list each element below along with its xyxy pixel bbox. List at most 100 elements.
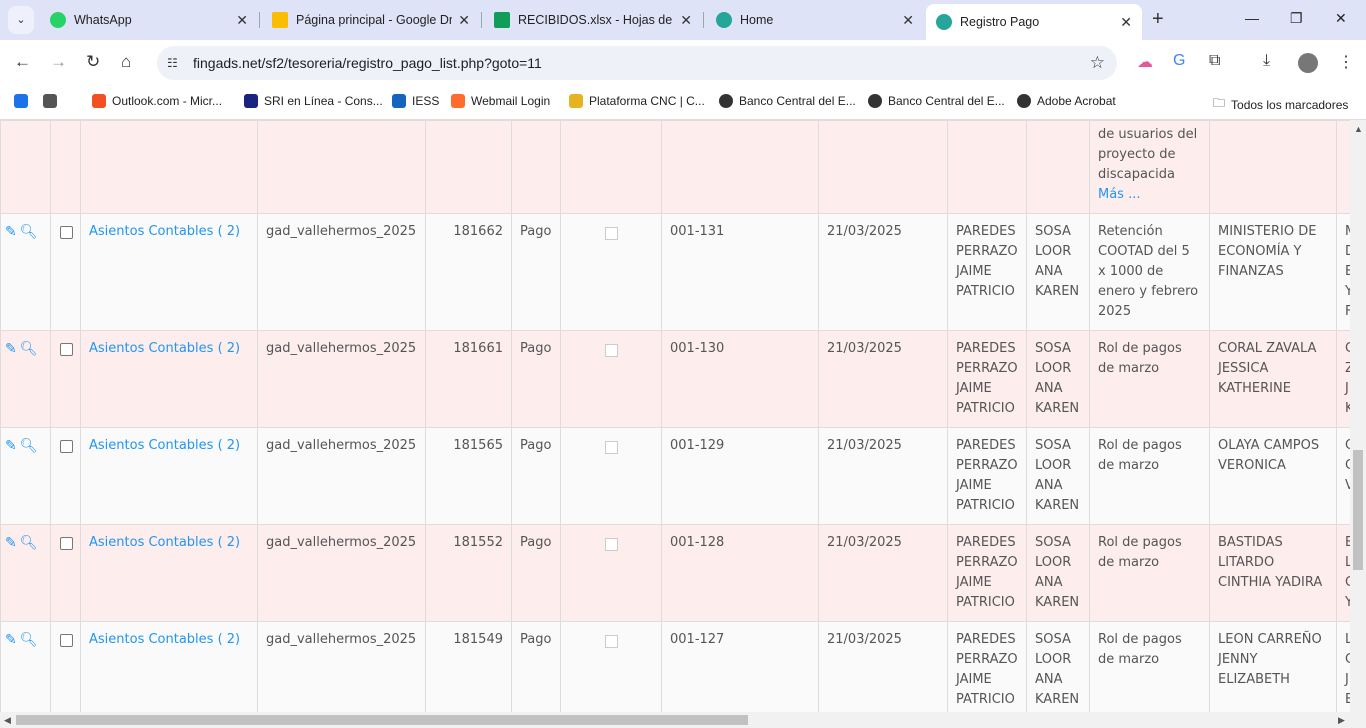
search-icon[interactable]: 🔍︎ bbox=[19, 438, 38, 454]
user1-cell: PAREDES PERRAZO JAIME PATRICIO bbox=[947, 524, 1027, 622]
close-window-button[interactable]: ✕ bbox=[1335, 10, 1347, 26]
type-cell: Pago bbox=[511, 330, 561, 428]
number-cell: 001-129 bbox=[661, 427, 819, 525]
maximize-button[interactable]: ❐ bbox=[1290, 10, 1303, 26]
extension-icon[interactable]: ☁ bbox=[1137, 54, 1153, 71]
id-cell: 181552 bbox=[425, 524, 512, 622]
cnc-icon bbox=[569, 94, 583, 108]
app-icon bbox=[716, 12, 732, 28]
site-info-icon[interactable]: ☷ bbox=[167, 56, 178, 70]
asientos-link[interactable]: Asientos Contables ( 2) bbox=[89, 341, 241, 356]
search-icon[interactable]: 🔍︎ bbox=[19, 535, 38, 551]
user2-cell: SOSA LOOR ANA KAREN bbox=[1026, 213, 1090, 331]
bookmark-item[interactable]: Banco Central del E... bbox=[868, 94, 1005, 108]
close-icon[interactable]: ✕ bbox=[458, 11, 470, 28]
bookmark-item[interactable]: SRI en Línea - Cons... bbox=[244, 94, 383, 108]
close-icon[interactable]: ✕ bbox=[236, 11, 248, 28]
search-icon[interactable]: 🔍︎ bbox=[19, 632, 38, 648]
close-icon[interactable]: ✕ bbox=[680, 11, 692, 28]
menu-icon[interactable]: ⋮ bbox=[1338, 54, 1354, 71]
bookmark-item[interactable]: Adobe Acrobat bbox=[1017, 94, 1116, 108]
all-bookmarks[interactable]: 🗀 Todos los marcadores bbox=[1213, 94, 1348, 115]
vertical-scrollbar[interactable]: ▲ bbox=[1350, 120, 1366, 712]
table-row: ✎ 🔍︎ Asientos Contables ( 2) gad_vallehermo… bbox=[0, 621, 1350, 712]
id-cell: 181662 bbox=[425, 213, 512, 331]
row-checkbox[interactable] bbox=[60, 537, 73, 550]
minimize-button[interactable]: — bbox=[1245, 10, 1259, 26]
bookmark-item[interactable]: Outlook.com - Micr... bbox=[92, 94, 222, 108]
number-cell: 001-130 bbox=[661, 330, 819, 428]
edit-icon[interactable]: ✎ bbox=[5, 632, 17, 648]
row-checkbox[interactable] bbox=[60, 343, 73, 356]
search-icon[interactable]: 🔍︎ bbox=[19, 224, 38, 240]
bookmark-item[interactable]: Webmail Login bbox=[451, 94, 550, 108]
sheets-icon bbox=[494, 12, 510, 28]
home-button[interactable]: ⌂ bbox=[121, 52, 132, 71]
type-cell: Pago bbox=[511, 621, 561, 712]
asientos-link[interactable]: Asientos Contables ( 2) bbox=[89, 632, 241, 647]
description-cell: Retención COOTAD del 5 x 1000 de enero y… bbox=[1089, 213, 1210, 331]
bookmark-star-icon[interactable]: ☆ bbox=[1089, 53, 1105, 72]
table-row: ✎ 🔍︎ Asientos Contables ( 2) gad_vallehermo… bbox=[0, 213, 1350, 331]
address-bar[interactable]: ☷ fingads.net/sf2/tesoreria/registro_pag… bbox=[157, 46, 1117, 80]
asientos-link[interactable]: Asientos Contables ( 2) bbox=[89, 224, 241, 239]
app-icon[interactable] bbox=[14, 94, 28, 108]
row-checkbox[interactable] bbox=[60, 226, 73, 239]
back-button[interactable]: ← bbox=[14, 52, 31, 71]
app-icon bbox=[936, 14, 952, 30]
edit-icon[interactable]: ✎ bbox=[5, 438, 17, 454]
database-cell: gad_vallehermos_2025 bbox=[257, 427, 426, 525]
type-cell: Pago bbox=[511, 427, 561, 525]
flag-checkbox bbox=[604, 635, 618, 648]
bookmark-item[interactable]: Plataforma CNC | C... bbox=[569, 94, 705, 108]
row-checkbox[interactable] bbox=[60, 634, 73, 647]
asientos-link[interactable]: Asientos Contables ( 2) bbox=[89, 535, 241, 550]
database-cell: gad_vallehermos_2025 bbox=[257, 524, 426, 622]
asientos-link[interactable]: Asientos Contables ( 2) bbox=[89, 438, 241, 453]
app-icon[interactable] bbox=[43, 94, 57, 108]
reload-button[interactable]: ↻ bbox=[86, 52, 101, 71]
edit-icon[interactable]: ✎ bbox=[5, 341, 17, 357]
table-row: de usuarios del proyecto de discapacida M… bbox=[0, 120, 1350, 214]
more-link[interactable]: Más ... bbox=[1098, 187, 1141, 202]
beneficiary-cell: MINISTERIO DE ECONOMÍA Y FINANZAS bbox=[1209, 213, 1337, 331]
user2-cell: SOSA LOOR ANA KAREN bbox=[1026, 330, 1090, 428]
tab-search-button[interactable]: ⌄ bbox=[8, 6, 34, 34]
new-tab-button[interactable]: + bbox=[1152, 8, 1164, 30]
bookmark-item[interactable]: Banco Central del E... bbox=[719, 94, 856, 108]
row-checkbox[interactable] bbox=[60, 440, 73, 453]
table-row: ✎ 🔍︎ Asientos Contables ( 2) gad_vallehermo… bbox=[0, 427, 1350, 525]
search-icon[interactable]: 🔍︎ bbox=[19, 341, 38, 357]
user1-cell: PAREDES PERRAZO JAIME PATRICIO bbox=[947, 427, 1027, 525]
tab-registro-pago[interactable]: Registro Pago ✕ bbox=[926, 4, 1142, 40]
user1-cell: PAREDES PERRAZO JAIME PATRICIO bbox=[947, 621, 1027, 712]
horizontal-scrollbar[interactable]: ◀ ▶ bbox=[0, 712, 1366, 728]
edit-icon[interactable]: ✎ bbox=[5, 224, 17, 240]
beneficiary-cell: BASTIDAS LITARDO CINTHIA YADIRA bbox=[1209, 524, 1337, 622]
download-icon[interactable]: ⤓ bbox=[1263, 52, 1271, 69]
translate-icon[interactable]: G bbox=[1173, 52, 1186, 69]
close-icon[interactable]: ✕ bbox=[902, 11, 914, 28]
globe-icon bbox=[1017, 94, 1031, 108]
bookmarks-bar: Outlook.com - Micr... SRI en Línea - Con… bbox=[0, 86, 1366, 120]
close-icon[interactable]: ✕ bbox=[1120, 13, 1132, 30]
tab-home[interactable]: Home ✕ bbox=[706, 4, 924, 36]
table-row: ✎ 🔍︎ Asientos Contables ( 2) gad_vallehermo… bbox=[0, 330, 1350, 428]
id-cell: 181549 bbox=[425, 621, 512, 712]
browser-toolbar: ← → ↻ ⌂ ☷ fingads.net/sf2/tesoreria/regi… bbox=[0, 40, 1366, 86]
extensions-icon[interactable]: ⧉ bbox=[1209, 52, 1221, 69]
avatar[interactable] bbox=[1298, 53, 1318, 73]
type-cell: Pago bbox=[511, 213, 561, 331]
user2-cell: SOSA LOOR ANA KAREN bbox=[1026, 621, 1090, 712]
id-cell: 181661 bbox=[425, 330, 512, 428]
tab-whatsapp[interactable]: WhatsApp ✕ bbox=[40, 4, 258, 36]
bookmark-item[interactable]: IESS bbox=[392, 94, 439, 108]
user1-cell: PAREDES PERRAZO JAIME PATRICIO bbox=[947, 330, 1027, 428]
tab-google-drive[interactable]: Página principal - Google Drive ✕ bbox=[262, 4, 480, 36]
forward-button[interactable]: → bbox=[50, 52, 67, 71]
beneficiary-cell-2: MINISTERIO DE ECONOMÍA Y FINANZAS bbox=[1336, 213, 1350, 331]
date-cell: 21/03/2025 bbox=[818, 427, 948, 525]
tab-recibidos[interactable]: RECIBIDOS.xlsx - Hojas de cálculo✕ bbox=[484, 4, 702, 36]
description-cell: Rol de pagos de marzo bbox=[1089, 524, 1210, 622]
edit-icon[interactable]: ✎ bbox=[5, 535, 17, 551]
